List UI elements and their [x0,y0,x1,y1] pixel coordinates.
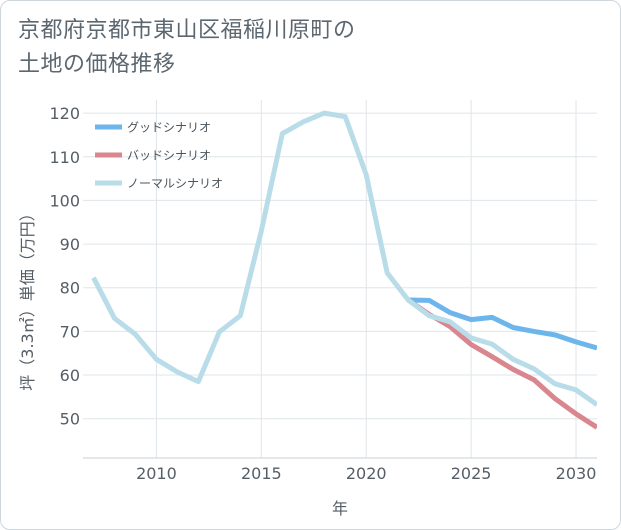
y-tick-label: 70 [60,322,80,341]
grid [83,100,597,458]
y-tick-label: 90 [60,235,80,254]
legend-label: ノーマルシナリオ [127,177,223,191]
x-tick-label: 2020 [346,464,387,483]
y-tick-label: 80 [60,279,80,298]
legend-label: バッドシナリオ [127,149,211,163]
series-layer [91,110,597,430]
x-tick-label: 2030 [556,464,597,483]
series-line-2 [91,110,597,407]
y-axis-label: 坪（3.3㎡）単価（万円） [18,205,37,390]
chart-title: 京都府京都市東山区福稲川原町の 土地の価格推移 [18,14,356,82]
x-tick-label: 2015 [241,464,282,483]
x-axis-label: 年 [332,499,348,518]
x-tick-label: 2025 [451,464,492,483]
y-tick-label: 100 [49,191,80,210]
y-tick-label: 110 [49,148,80,167]
chart-title-line-1: 京都府京都市東山区福稲川原町の [18,18,356,43]
y-axis: 50 60 70 80 90 100 110 120 [49,104,80,429]
x-tick-label: 2010 [136,464,177,483]
y-tick-label: 60 [60,366,80,385]
series-line-0 [408,297,597,351]
x-axis: 2010 2015 2020 2025 2030 [136,464,596,483]
y-tick-label: 50 [60,410,80,429]
y-tick-label: 120 [49,104,80,123]
chart-title-line-2: 土地の価格推移 [18,52,176,77]
legend-label: グッドシナリオ [127,121,211,135]
